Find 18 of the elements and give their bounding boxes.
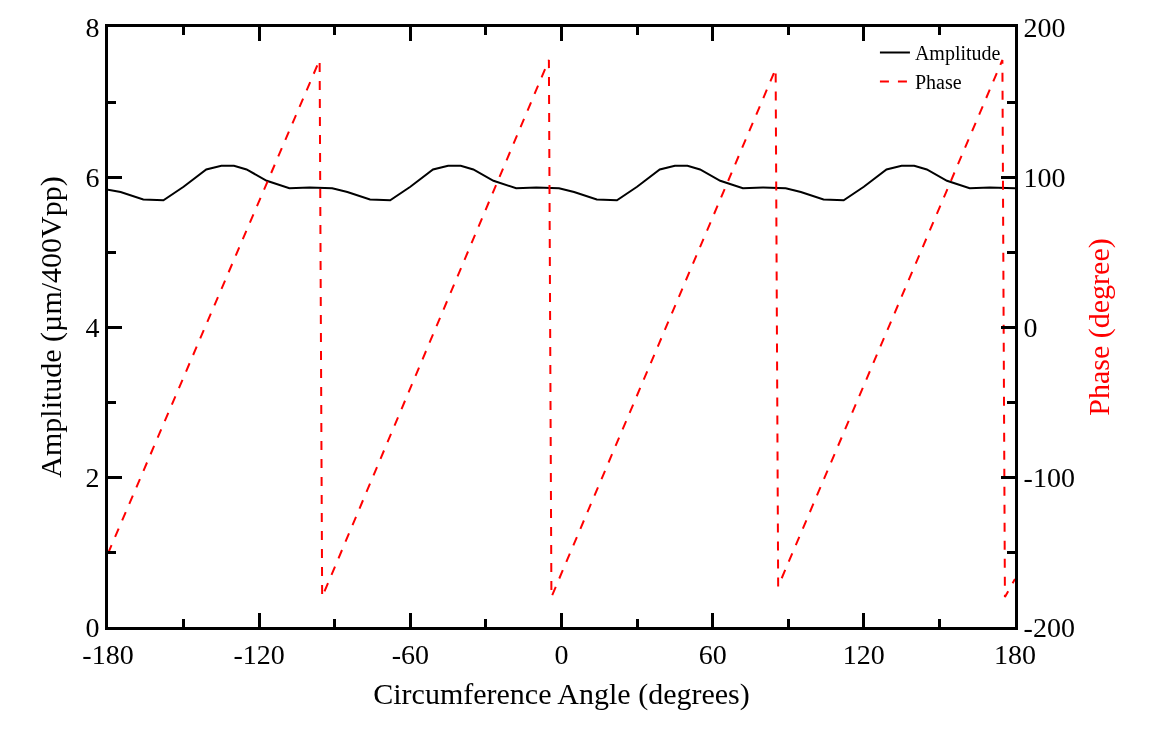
legend-label: Phase [914,71,962,94]
x-tick-label: 0 [554,638,569,670]
y2-tick-label: 200 [1023,11,1066,43]
x-tick-label: -120 [233,638,285,670]
y-tick-label: 4 [85,311,100,343]
y-tick-label: 2 [85,461,100,493]
legend-label: Amplitude [914,42,1001,66]
x-tick-label: -60 [391,638,429,670]
y-tick-label: 6 [85,161,100,193]
y-tick-label: 8 [85,11,100,43]
y2-tick-label: 100 [1023,161,1066,193]
x-tick-label: 120 [842,638,885,670]
y2-tick-label: -100 [1023,461,1075,493]
y2-tick-label: 0 [1023,311,1038,343]
x-axis-title: Circumference Angle (degrees) [373,677,750,712]
x-tick-label: 60 [698,638,727,670]
y2-axis-title: Phase (degree) [1082,238,1117,416]
y-axis-title: Amplitude (µm/400Vpp) [34,176,69,478]
